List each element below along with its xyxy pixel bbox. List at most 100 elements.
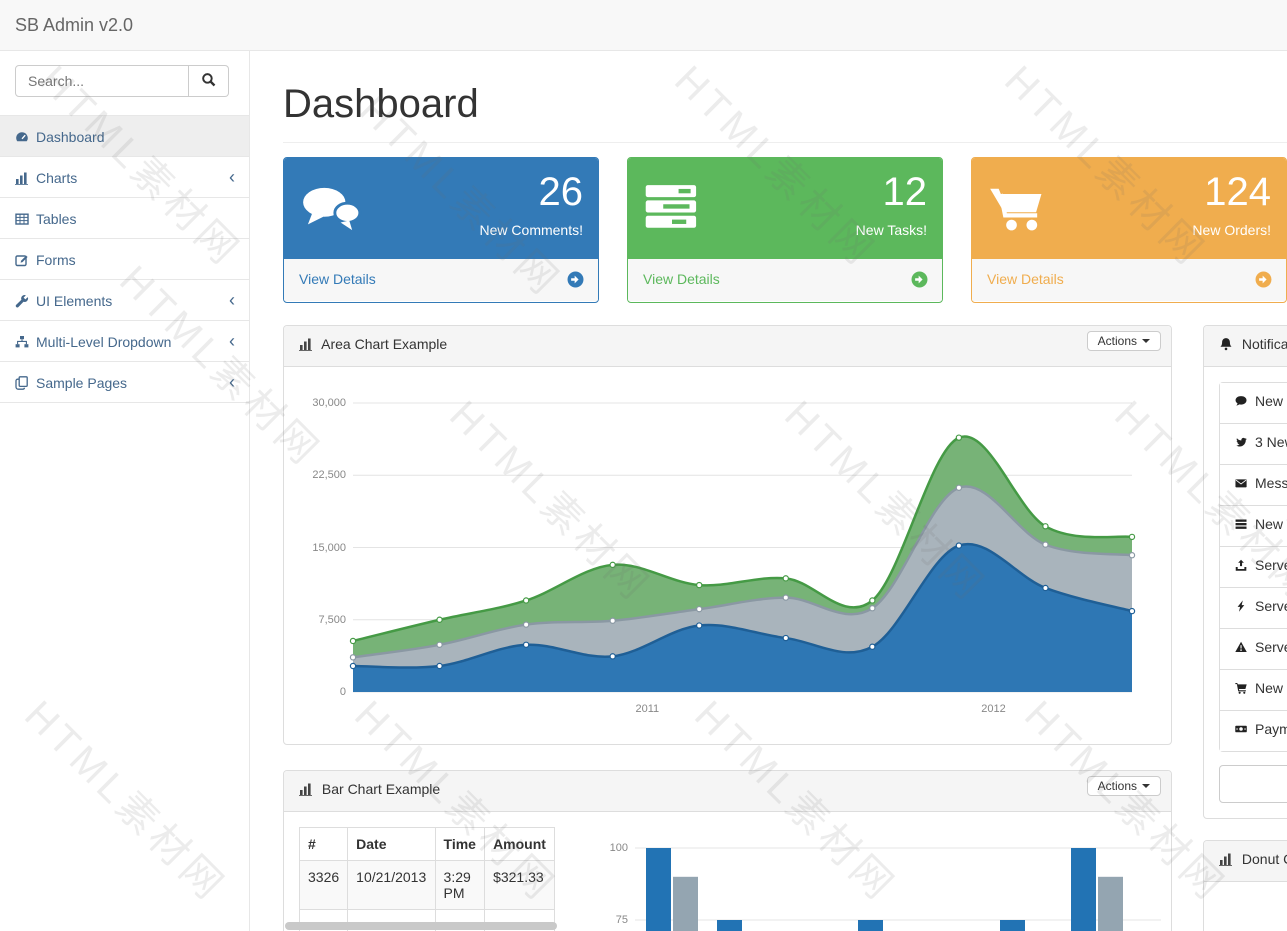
bar-chart-icon: [1219, 852, 1233, 869]
stat-panel-new-tasks-: 12 New Tasks! View Details: [627, 157, 943, 303]
stat-count: 26: [538, 170, 584, 214]
stat-label: New Orders!: [1192, 222, 1271, 238]
page-title: Dashboard: [283, 82, 479, 126]
money-icon: [1235, 723, 1251, 739]
notification-item[interactable]: Server Not Responding: [1220, 628, 1287, 669]
tasks-list-icon: [644, 184, 700, 235]
sidebar-item-charts[interactable]: Charts ‹: [0, 156, 249, 197]
cart-icon: [1235, 682, 1251, 698]
notification-item[interactable]: Server Rebooted: [1220, 546, 1287, 587]
notifications-panel-heading: Notifications Panel: [1204, 326, 1287, 367]
notification-item[interactable]: New Comment: [1220, 383, 1287, 423]
notification-item[interactable]: 3 New Followers: [1220, 423, 1287, 464]
bar-chart-icon: [299, 782, 313, 799]
donut-chart-panel: Donut Chart Example: [1203, 840, 1287, 931]
area-chart-panel: Area Chart Example Actions 0 7,500 15,000 2…: [283, 325, 1172, 745]
bar-chart-actions-button[interactable]: Actions: [1086, 776, 1161, 796]
wrench-icon: [15, 294, 31, 311]
horizontal-scrollbar-thumb[interactable]: [285, 922, 557, 930]
donut-chart-panel-title: Donut Chart Example: [1241, 851, 1287, 867]
sitemap-icon: [15, 335, 31, 352]
search-button[interactable]: [189, 65, 229, 97]
sidebar-nav: Dashboard Charts ‹ Tables Forms UI Elements ‹ M…: [0, 115, 249, 403]
sidebar-search: [15, 65, 229, 97]
table-cell: 3:29 PM: [434, 860, 486, 910]
comment-icon: [1235, 395, 1251, 411]
transactions-table: # Date Time Amount 3326 10/21/2013 3:29 PM $32…: [298, 827, 555, 931]
y-axis-tick-label: 75: [615, 914, 628, 926]
search-input[interactable]: [15, 65, 189, 97]
bell-icon: [1219, 337, 1233, 354]
twitter-icon: [1235, 436, 1251, 452]
view-details-link[interactable]: View Details: [972, 259, 1286, 301]
area-chart-actions-button[interactable]: Actions: [1086, 331, 1161, 351]
sidebar-item-forms[interactable]: Forms: [0, 238, 249, 279]
caret-down-icon: [1142, 339, 1150, 343]
y-axis-tick-label: 30,000: [312, 397, 346, 409]
sidebar-item-multi-level-dropdown[interactable]: Multi-Level Dropdown ‹: [0, 320, 249, 361]
stat-label: New Tasks!: [855, 222, 927, 238]
area-chart-panel-title: Area Chart Example: [321, 336, 448, 352]
sidebar-item-dashboard[interactable]: Dashboard: [0, 115, 249, 156]
sidebar-item-ui-elements[interactable]: UI Elements ‹: [0, 279, 249, 320]
notification-item[interactable]: New Task: [1220, 505, 1287, 546]
notifications-list: New Comment 3 New Followers Message Sent Ne…: [1219, 382, 1287, 752]
stat-panel-new-orders-: 124 New Orders! View Details: [971, 157, 1287, 303]
y-axis-tick-label: 0: [339, 686, 346, 698]
y-axis-tick-label: 7,500: [318, 613, 346, 626]
caret-down-icon: [1142, 784, 1150, 788]
table-row: 3326 10/21/2013 3:29 PM $321.33: [298, 860, 555, 910]
sidebar-item-label: Dashboard: [36, 129, 105, 145]
sidebar-item-sample-pages[interactable]: Sample Pages ‹: [0, 361, 249, 403]
area-chart: [349, 402, 1136, 693]
sidebar-item-label: Sample Pages: [36, 375, 128, 391]
table-cell: 3326: [298, 860, 349, 910]
stat-count: 12: [882, 170, 928, 214]
sidebar-item-label: Multi-Level Dropdown: [36, 334, 172, 350]
notification-item[interactable]: Server Crashed!: [1220, 587, 1287, 628]
actions-label: Actions: [1097, 779, 1137, 793]
view-details-label: View Details: [643, 271, 720, 287]
search-icon: [201, 72, 216, 90]
table-cell: $321.33: [484, 860, 555, 910]
notification-label: Server Crashed!: [1255, 598, 1287, 614]
stat-panel-new-comments-: 26 New Comments! View Details: [283, 157, 599, 303]
table-header-: #: [298, 827, 349, 861]
view-details-link[interactable]: View Details: [284, 259, 598, 301]
view-details-label: View Details: [987, 271, 1064, 287]
sidebar-item-label: Forms: [36, 252, 76, 268]
actions-label: Actions: [1097, 334, 1137, 348]
notification-label: Server Not Responding: [1255, 639, 1287, 655]
bar-chart-panel-title: Bar Chart Example: [321, 781, 441, 797]
notification-item[interactable]: Payment Received: [1220, 710, 1287, 751]
notification-label: New Comment: [1255, 393, 1287, 409]
bolt-icon: [1235, 600, 1251, 616]
stat-label: New Comments!: [479, 222, 583, 238]
sidebar-item-label: Tables: [36, 211, 77, 227]
arrow-circle-right-icon: [567, 271, 584, 291]
view-all-alerts-button[interactable]: [1219, 765, 1287, 803]
notification-item[interactable]: New Order Placed: [1220, 669, 1287, 710]
notification-label: 3 New Followers: [1255, 434, 1287, 450]
table-header-date: Date: [347, 827, 436, 861]
bar-chart-icon: [15, 171, 31, 188]
stat-panel-top: 26 New Comments!: [284, 158, 598, 259]
sidebar-item-label: UI Elements: [36, 293, 113, 309]
sidebar-item-label: Charts: [36, 170, 78, 186]
tasks-icon: [1235, 518, 1251, 534]
page-header: Dashboard: [283, 82, 1287, 143]
top-navbar: SB Admin v2.0: [0, 0, 1287, 51]
brand-title[interactable]: SB Admin v2.0: [15, 15, 134, 35]
chevron-left-icon: ‹: [229, 167, 235, 187]
arrow-circle-right-icon: [911, 271, 928, 291]
notification-item[interactable]: Message Sent: [1220, 464, 1287, 505]
sidebar-item-tables[interactable]: Tables: [0, 197, 249, 238]
y-axis-tick-label: 22,500: [312, 469, 346, 482]
bar-chart-icon: [299, 337, 313, 354]
dashboard-icon: [15, 130, 31, 147]
stat-panel-top: 124 New Orders!: [972, 158, 1286, 259]
y-axis-tick-label: 100: [609, 842, 628, 854]
notifications-panel-body: New Comment 3 New Followers Message Sent Ne…: [1204, 367, 1287, 817]
comments-icon: [300, 184, 362, 239]
view-details-link[interactable]: View Details: [628, 259, 942, 301]
